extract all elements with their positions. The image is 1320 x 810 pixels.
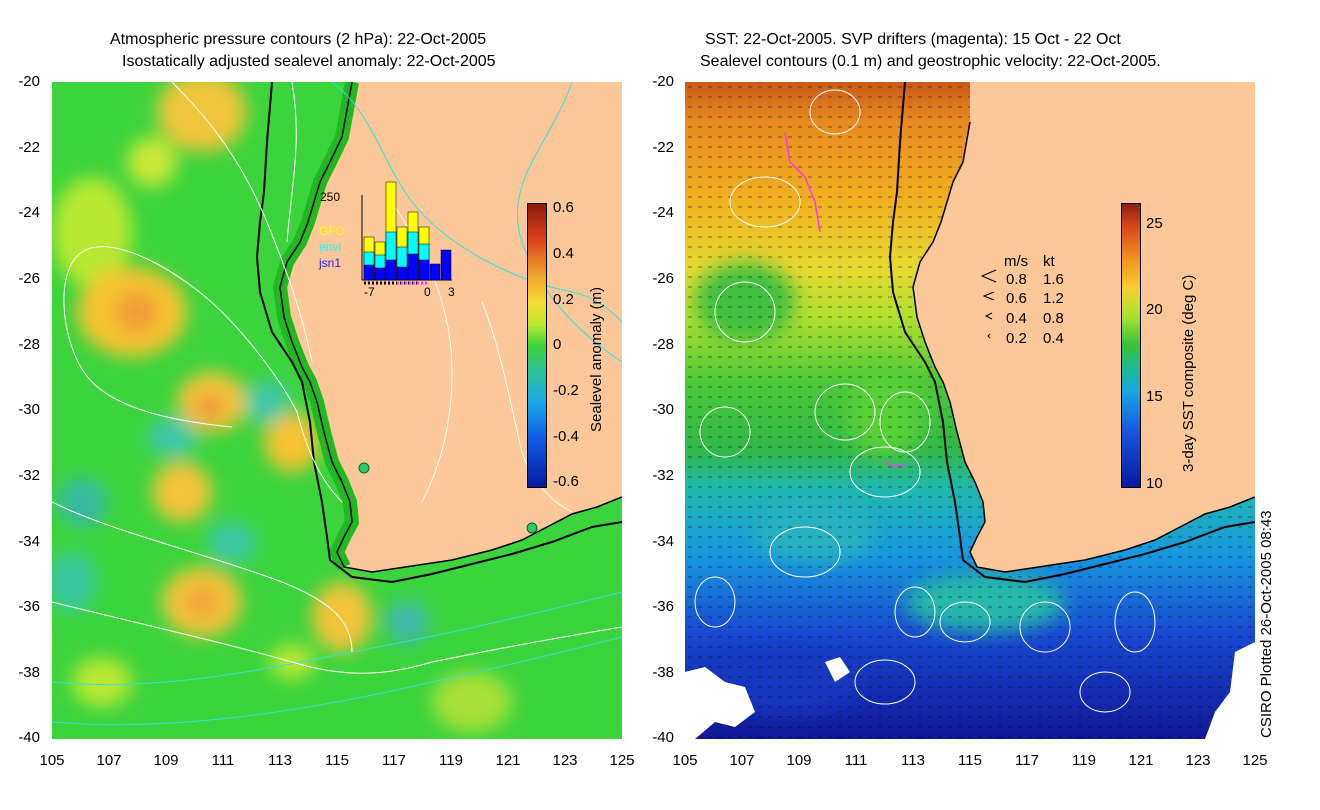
right-title-line1: SST: 22-Oct-2005. SVP drifters (magenta)… (705, 31, 1121, 48)
velocity-key-kt: 0.8 (1043, 310, 1064, 327)
right-xtick: 119 (1072, 752, 1096, 769)
right-ytick: -30 (652, 401, 674, 418)
left-cb-tick-neg0.2: -0.2 (553, 382, 579, 399)
right-xtick: 121 (1128, 752, 1154, 769)
right-xtick: 115 (958, 752, 982, 769)
sst-colorbar (1121, 203, 1141, 488)
right-ytick: -34 (652, 533, 674, 550)
velocity-key-ms: 0.6 (1006, 290, 1027, 307)
right-ytick: -40 (652, 729, 674, 746)
velocity-key-kt: 1.6 (1043, 271, 1064, 288)
right-map (685, 82, 1255, 739)
velocity-key-kt: 1.2 (1043, 290, 1064, 307)
velocity-key-arrows (980, 269, 997, 339)
left-xtick: 117 (382, 752, 406, 769)
left-ytick: -38 (18, 664, 40, 681)
sealevel-colorbar (527, 203, 547, 488)
histogram-xtick-zero: 0 (424, 285, 431, 299)
right-xtick: 107 (729, 752, 755, 769)
histogram-ymax-label: 250 (320, 190, 341, 204)
left-title-line2: Isostatically adjusted sealevel anomaly:… (122, 53, 496, 70)
right-title-line2: Sealevel contours (0.1 m) and geostrophi… (700, 53, 1161, 70)
left-ytick: -36 (18, 598, 40, 615)
velocity-key-ms: 0.4 (1006, 310, 1027, 327)
left-xtick: 123 (552, 752, 578, 769)
left-ytick: -22 (18, 139, 40, 156)
sealevel-colorbar-label: Sealevel anomaly (m) (588, 286, 605, 432)
velocity-key-ms: 0.2 (1006, 330, 1027, 347)
left-cb-tick-0.6: 0.6 (553, 199, 574, 216)
left-title-line1: Atmospheric pressure contours (2 hPa): 2… (110, 31, 487, 48)
right-xtick: 109 (786, 752, 812, 769)
left-xtick: 119 (439, 752, 463, 769)
left-ytick: -24 (18, 204, 40, 221)
left-cb-tick-0.2: 0.2 (553, 291, 574, 308)
right-xtick: 111 (844, 752, 868, 769)
right-ytick: -36 (652, 598, 674, 615)
left-cb-tick-0.4: 0.4 (553, 245, 574, 262)
left-xtick: 111 (211, 752, 235, 769)
right-xtick: 123 (1185, 752, 1211, 769)
velocity-key-header-ms: m/s (1004, 253, 1029, 270)
left-xtick: 121 (495, 752, 521, 769)
legend-envi: envi (319, 240, 342, 254)
left-cb-tick-neg0.6: -0.6 (553, 473, 579, 490)
left-ytick: -20 (18, 73, 40, 90)
right-ytick: -28 (652, 336, 674, 353)
right-ytick: -22 (652, 139, 674, 156)
right-ytick: -26 (652, 270, 674, 287)
left-xtick: 109 (153, 752, 179, 769)
plot-credit: CSIRO Plotted 26-Oct-2005 08:43 (1258, 510, 1275, 738)
right-cb-tick-15: 15 (1146, 388, 1163, 405)
right-cb-tick-25: 25 (1146, 215, 1163, 232)
right-ytick: -38 (652, 664, 674, 681)
altimeter-histogram (361, 181, 452, 285)
sst-colorbar-label: 3-day SST composite (deg C) (1180, 274, 1197, 472)
velocity-key-kt: 0.4 (1043, 330, 1064, 347)
left-xtick: 115 (325, 752, 349, 769)
left-xtick: 107 (96, 752, 122, 769)
left-ytick: -34 (18, 533, 40, 550)
left-cb-tick-neg0.4: -0.4 (553, 428, 579, 445)
right-cb-tick-10: 10 (1146, 475, 1163, 492)
velocity-key-header-kt: kt (1043, 253, 1055, 270)
right-xtick: 105 (672, 752, 698, 769)
velocity-key-ms: 0.8 (1006, 271, 1027, 288)
right-cb-tick-20: 20 (1146, 301, 1163, 318)
left-ytick: -30 (18, 401, 40, 418)
legend-gfo: GFO (319, 224, 345, 238)
sst-map (685, 82, 1255, 739)
right-xtick: 117 (1015, 752, 1039, 769)
legend-jsn1: jsn1 (319, 256, 342, 270)
left-ytick: -28 (18, 336, 40, 353)
left-cb-tick-0: 0 (553, 336, 562, 353)
histogram-xtick-min: -7 (364, 285, 375, 299)
right-ytick: -20 (652, 73, 674, 90)
left-xtick: 105 (39, 752, 65, 769)
right-xtick: 125 (1242, 752, 1268, 769)
left-xtick: 113 (268, 752, 292, 769)
histogram-xtick-max: 3 (448, 285, 455, 299)
left-ytick: -32 (18, 467, 40, 484)
right-ytick: -32 (652, 467, 674, 484)
left-ytick: -40 (18, 729, 40, 746)
left-ytick: -26 (18, 270, 40, 287)
right-xtick: 113 (901, 752, 925, 769)
left-xtick: 125 (609, 752, 635, 769)
right-ytick: -24 (652, 204, 674, 221)
